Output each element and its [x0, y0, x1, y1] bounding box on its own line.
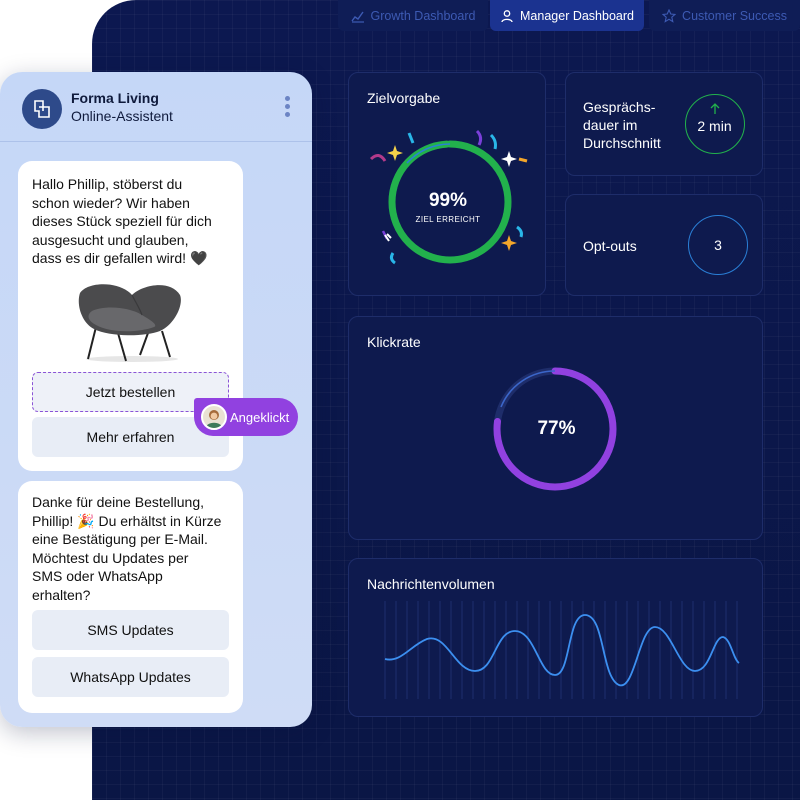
- volume-wave-chart: [384, 601, 740, 699]
- confetti-decoration: [369, 129, 528, 265]
- tab-label: Growth Dashboard: [370, 8, 476, 23]
- tab-label: Customer Success: [682, 8, 787, 23]
- clickrate-value: 77%: [537, 418, 576, 439]
- brand-name: Forma Living: [71, 90, 159, 106]
- goal-title: Zielvorgabe: [367, 90, 441, 106]
- brand-logo: [22, 89, 62, 129]
- tab-manager-dashboard[interactable]: Manager Dashboard: [490, 0, 644, 31]
- learn-more-button[interactable]: Mehr erfahren: [32, 417, 229, 457]
- clickrate-ring: [493, 367, 617, 491]
- goal-value: 99%: [428, 190, 468, 211]
- duration-value: 2 min: [697, 118, 732, 134]
- goal-sublabel: ZIEL ERREICHT: [415, 215, 481, 224]
- tab-customer-success[interactable]: Customer Success: [649, 0, 800, 31]
- tab-growth-dashboard[interactable]: Growth Dashboard: [338, 0, 488, 31]
- chat-widget: Forma Living Online-Assistent Hallo Phil…: [0, 72, 312, 727]
- user-icon: [501, 9, 513, 22]
- arrow-up-icon: [710, 103, 720, 114]
- clicked-label: Angeklickt: [230, 409, 290, 425]
- goal-ring: [369, 129, 528, 265]
- more-options-icon[interactable]: [283, 96, 291, 122]
- clicked-badge: Angeklickt: [194, 398, 298, 436]
- whatsapp-updates-button[interactable]: WhatsApp Updates: [32, 657, 229, 697]
- chat-message-bubble: Danke für deine Bestellung, Phillip! 🎉 D…: [18, 481, 243, 713]
- volume-card: Nachrichtenvolumen: [348, 558, 763, 717]
- tab-label: Manager Dashboard: [520, 8, 634, 23]
- assistant-subtitle: Online-Assistent: [71, 108, 173, 124]
- optout-card: Opt-outs 3: [565, 194, 763, 296]
- chat-message-text: Danke für deine Bestellung, Phillip! 🎉 D…: [32, 494, 222, 603]
- sms-updates-button[interactable]: SMS Updates: [32, 610, 229, 650]
- clickrate-card: Klickrate 77%: [348, 316, 763, 540]
- optout-title: Opt-outs: [583, 238, 637, 254]
- user-avatar-icon: [206, 410, 222, 428]
- volume-title: Nachrichtenvolumen: [367, 576, 495, 592]
- chair-logo-icon: [34, 100, 50, 118]
- chat-message-bubble: Hallo Phillip, stöberst du schon wieder?…: [18, 161, 243, 471]
- chat-message-text: Hallo Phillip, stöberst du schon wieder?…: [32, 176, 212, 266]
- optout-value: 3: [688, 215, 748, 275]
- chart-icon: [350, 11, 364, 23]
- armchair-image: [78, 284, 181, 362]
- clickrate-title: Klickrate: [367, 334, 421, 350]
- duration-card: Gesprächs- dauer im Durchschnitt 2 min: [565, 72, 763, 176]
- duration-title: Gesprächs- dauer im Durchschnitt: [583, 99, 661, 151]
- duration-circle: 2 min: [685, 94, 745, 154]
- chat-header: Forma Living Online-Assistent: [0, 72, 312, 142]
- avatar: [201, 404, 227, 430]
- star-icon: [662, 8, 677, 23]
- goal-card: Zielvorgabe 99% ZIEL ERREICHT: [348, 72, 546, 296]
